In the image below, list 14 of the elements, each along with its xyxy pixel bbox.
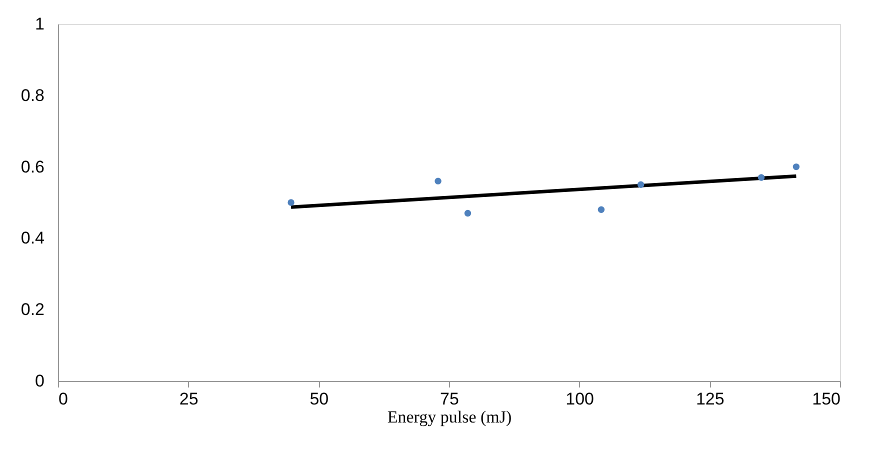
- x-tick-label: 75: [440, 390, 459, 408]
- y-tick-label: 1: [35, 14, 44, 34]
- x-tick-label: 25: [179, 390, 198, 408]
- x-tick-label: 100: [566, 390, 594, 408]
- x-axis-title: Energy pulse (mJ): [387, 408, 512, 426]
- x-tick-label: 125: [696, 390, 724, 408]
- x-tick-label: 50: [310, 390, 329, 408]
- y-tick-label: 0.4: [20, 228, 44, 248]
- x-tick-label: 150: [812, 390, 840, 408]
- y-tick-label: 0.6: [20, 157, 44, 176]
- y-tick-label: 0.8: [20, 86, 44, 105]
- x-tick-label: 0: [58, 390, 68, 408]
- y-tick-label: 0.2: [20, 300, 44, 320]
- y-tick-label: 0: [35, 372, 44, 390]
